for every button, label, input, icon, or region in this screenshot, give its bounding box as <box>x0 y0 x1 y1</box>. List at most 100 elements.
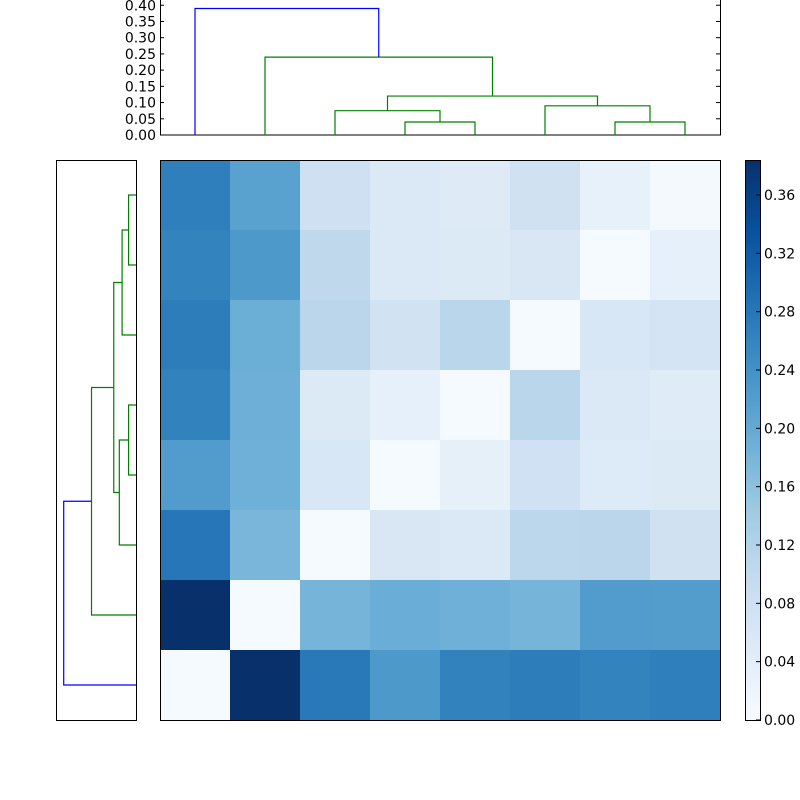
heatmap-cell <box>510 580 581 651</box>
left-dendrogram-link <box>113 281 123 494</box>
heatmap-cell <box>440 580 511 651</box>
heatmap-cell <box>650 580 721 651</box>
top-dendrogram-link <box>614 121 686 135</box>
heatmap-cell <box>160 510 231 581</box>
top-dendrogram-tick-label: 0.10 <box>125 96 156 112</box>
heatmap-cell <box>160 650 231 721</box>
heatmap-cell <box>580 160 651 231</box>
colorbar-tick-label: 0.04 <box>764 655 795 671</box>
left-dendrogram-frame <box>56 160 137 721</box>
heatmap-cell <box>230 580 301 651</box>
heatmap-cell <box>160 370 231 441</box>
left-dendrogram-link <box>118 439 136 546</box>
heatmap-cell <box>300 510 371 581</box>
heatmap-cell <box>650 300 721 371</box>
left-dendrogram-link <box>63 500 136 686</box>
heatmap-cell <box>230 370 301 441</box>
heatmap-cell <box>510 370 581 441</box>
heatmap-cell <box>370 300 441 371</box>
left-dendrogram-link <box>127 404 136 476</box>
colorbar-tick-label: 0.08 <box>764 596 795 612</box>
heatmap-cell <box>650 510 721 581</box>
heatmap-cell <box>300 370 371 441</box>
heatmap-cell <box>440 510 511 581</box>
heatmap-cell <box>370 370 441 441</box>
top-dendrogram-link <box>386 95 599 111</box>
top-dendrogram-tick-label: 0.00 <box>125 128 156 144</box>
heatmap-cell <box>650 650 721 721</box>
top-dendrogram-frame <box>160 0 721 136</box>
heatmap-cell <box>370 650 441 721</box>
colorbar-tick-label: 0.12 <box>764 538 795 554</box>
heatmap-cell <box>440 230 511 301</box>
heatmap-cell <box>580 650 651 721</box>
top-dendrogram-tick-label: 0.15 <box>125 79 156 95</box>
heatmap-cell <box>300 580 371 651</box>
heatmap-frame <box>160 160 721 721</box>
colorbar-tick-label: 0.28 <box>764 305 795 321</box>
heatmap-cell <box>370 440 441 511</box>
heatmap-cell <box>510 650 581 721</box>
heatmap-cell <box>650 160 721 231</box>
heatmap-cell <box>580 580 651 651</box>
heatmap-cell <box>580 510 651 581</box>
heatmap-cell <box>230 650 301 721</box>
heatmap-cell <box>160 230 231 301</box>
left-dendrogram-link <box>121 229 136 336</box>
colorbar-tick-label: 0.36 <box>764 188 795 204</box>
colorbar-frame <box>745 160 761 721</box>
heatmap-cell <box>300 440 371 511</box>
colorbar-gradient <box>745 160 760 720</box>
heatmap-cell <box>650 230 721 301</box>
heatmap-cell <box>160 300 231 371</box>
top-dendrogram-link <box>194 7 380 135</box>
colorbar-tick-label: 0.20 <box>764 421 795 437</box>
heatmap-cell <box>580 370 651 441</box>
heatmap-cell <box>440 650 511 721</box>
heatmap-cell <box>510 230 581 301</box>
heatmap-cell <box>230 510 301 581</box>
top-dendrogram: 0.000.050.100.150.200.250.300.350.40 <box>125 0 721 144</box>
heatmap-cell <box>650 440 721 511</box>
heatmap-cell <box>300 650 371 721</box>
heatmap-cell <box>440 160 511 231</box>
left-dendrogram-link <box>127 194 136 266</box>
top-dendrogram-tick-label: 0.40 <box>125 0 156 14</box>
colorbar-tick-label: 0.00 <box>764 713 795 729</box>
heatmap-cell <box>510 440 581 511</box>
heatmap-cell <box>440 440 511 511</box>
heatmap-cell <box>510 510 581 581</box>
top-dendrogram-tick-label: 0.35 <box>125 14 156 30</box>
heatmap-cell <box>300 300 371 371</box>
heatmap-cell <box>370 160 441 231</box>
heatmap-cell <box>160 160 231 231</box>
top-dendrogram-link <box>404 121 476 135</box>
heatmap-cell <box>370 230 441 301</box>
colorbar-tick-label: 0.24 <box>764 363 795 379</box>
colorbar-tick-label: 0.32 <box>764 246 795 262</box>
heatmap-cell <box>650 370 721 441</box>
heatmap-cell <box>230 230 301 301</box>
heatmap-cell <box>230 440 301 511</box>
top-dendrogram-link <box>334 110 441 135</box>
heatmap-cell <box>440 300 511 371</box>
heatmap-cell <box>370 580 441 651</box>
left-dendrogram <box>56 160 137 721</box>
top-dendrogram-tick-label: 0.25 <box>125 47 156 63</box>
heatmap-cell <box>510 160 581 231</box>
colorbar-tick-label: 0.16 <box>764 480 795 496</box>
colorbar: 0.00 0.04 0.08 0.12 0.16 0.20 0.24 0.28 0.32 0.36 <box>745 160 795 729</box>
top-dendrogram-tick-label: 0.05 <box>125 112 156 128</box>
heatmap-cell <box>510 300 581 371</box>
heatmap-cell <box>300 160 371 231</box>
heatmap-cell <box>580 300 651 371</box>
heatmap-cell <box>580 230 651 301</box>
heatmap-cell <box>230 160 301 231</box>
top-dendrogram-tick-label: 0.20 <box>125 63 156 79</box>
top-dendrogram-link <box>544 105 651 135</box>
heatmap-cell <box>440 370 511 441</box>
heatmap-cell <box>160 440 231 511</box>
heatmap-cell <box>160 580 231 651</box>
heatmap-cell <box>300 230 371 301</box>
